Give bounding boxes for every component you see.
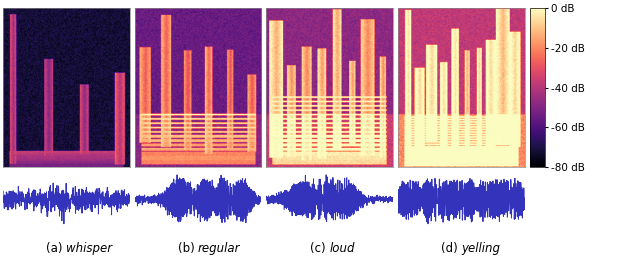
Text: (a): (a) [46, 242, 66, 255]
Text: whisper: whisper [66, 242, 113, 255]
Text: (c): (c) [311, 242, 329, 255]
Text: loud: loud [329, 242, 355, 255]
Text: (d): (d) [441, 242, 461, 255]
Text: (b): (b) [178, 242, 198, 255]
Text: regular: regular [198, 242, 241, 255]
Text: yelling: yelling [461, 242, 500, 255]
